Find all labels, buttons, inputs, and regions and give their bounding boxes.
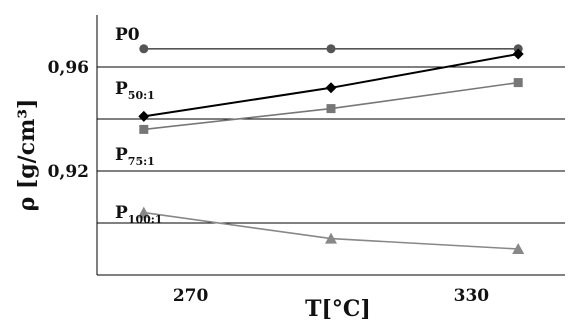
x-tick-label: 330 [454,286,490,306]
series-markers [137,44,525,254]
series-label-main: P0 [115,25,140,45]
series-label-3: P100:1 [115,203,162,226]
data-point-3-2 [512,243,525,254]
data-point-3-1 [325,232,337,244]
series-label-subscript: 75:1 [128,155,155,168]
data-point-2-1 [326,104,336,114]
series-label-0: P0 [115,25,140,45]
y-axis-label: ρ [g/cm³] [14,99,40,212]
axes [96,15,565,276]
y-tick-labels: 0,92 0,96 [48,58,89,182]
x-tick-label: 270 [173,286,209,306]
series-label-1: P50:1 [115,79,155,102]
series-label-main: P [115,145,128,165]
data-point-0-1 [326,44,336,54]
data-point-0-0 [139,44,149,54]
series-label-main: P [115,79,128,99]
x-tick-labels: 270 330 [173,286,489,306]
gridlines [97,66,565,224]
y-tick-label: 0,96 [48,58,89,78]
data-point-3-0 [137,206,150,218]
x-axis-label: T[°C] [305,296,371,322]
series-label-main: P [115,203,128,223]
series-label-subscript: 50:1 [128,89,155,102]
data-point-1-0 [138,110,150,122]
y-tick-label: 0,92 [48,162,89,182]
data-point-2-2 [513,78,523,88]
series-label-2: P75:1 [115,145,155,168]
data-point-1-2 [512,48,524,60]
series-lines [143,47,519,250]
series-label-subscript: 100:1 [128,213,163,226]
data-point-2-0 [139,124,149,134]
data-point-1-1 [325,82,337,94]
